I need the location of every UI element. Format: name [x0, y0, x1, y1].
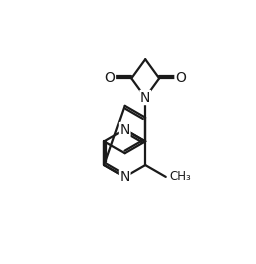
Text: N: N [140, 91, 151, 105]
Text: O: O [104, 71, 115, 85]
Text: N: N [120, 170, 130, 184]
Text: O: O [175, 71, 186, 85]
Text: CH₃: CH₃ [169, 170, 191, 183]
Text: N: N [120, 122, 130, 136]
